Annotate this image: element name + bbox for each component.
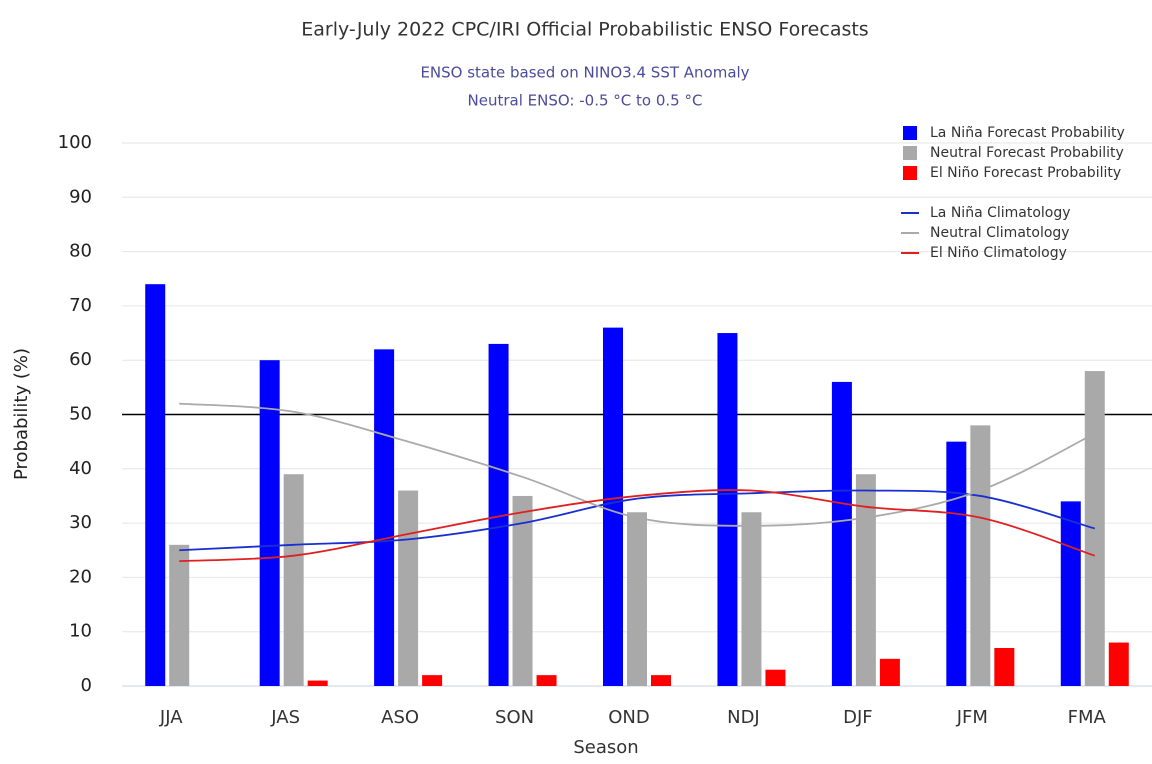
y-tick-label: 90 xyxy=(69,186,92,207)
x-tick-label: ASO xyxy=(381,707,419,728)
legend-swatch xyxy=(903,166,917,180)
bar xyxy=(398,490,419,686)
bar xyxy=(765,669,786,686)
bar xyxy=(741,512,762,686)
y-tick-label: 50 xyxy=(69,404,92,425)
legend-label: La Niña Forecast Probability xyxy=(930,125,1125,141)
chart-subtitle: ENSO state based on NINO3.4 SST Anomaly xyxy=(420,64,749,82)
bar xyxy=(259,360,280,686)
bar xyxy=(627,512,647,686)
climatology-line xyxy=(179,489,1096,552)
chart-title: Early-July 2022 CPC/IRI Official Probabi… xyxy=(301,19,868,41)
climatology-line xyxy=(179,489,1096,563)
y-tick-label: 30 xyxy=(69,512,92,533)
bar xyxy=(283,474,304,686)
x-tick-label: JAS xyxy=(270,707,300,728)
x-axis-label: Season xyxy=(573,737,638,758)
legend-label: La Niña Climatology xyxy=(930,205,1071,221)
bar xyxy=(970,425,991,686)
bar xyxy=(374,349,395,686)
bar xyxy=(422,675,443,686)
bar xyxy=(1060,501,1081,686)
y-tick-label: 20 xyxy=(69,566,92,587)
y-tick-label: 80 xyxy=(69,241,92,262)
x-tick-label: NDJ xyxy=(727,707,760,728)
bar xyxy=(651,675,671,686)
y-tick-label: 60 xyxy=(69,349,92,370)
y-tick-label: 40 xyxy=(69,458,92,479)
legend-swatch xyxy=(903,126,917,140)
bar xyxy=(831,381,852,686)
bar xyxy=(603,327,623,686)
bar xyxy=(717,333,738,686)
legend-label: Neutral Climatology xyxy=(930,225,1070,241)
x-tick-label: DJF xyxy=(843,707,873,728)
bar xyxy=(536,675,557,686)
y-tick-label: 0 xyxy=(81,675,92,696)
x-tick-label: SON xyxy=(495,707,534,728)
x-tick-label: OND xyxy=(608,707,650,728)
bar xyxy=(145,284,166,686)
y-tick-label: 100 xyxy=(58,132,92,153)
y-axis-label: Probability (%) xyxy=(11,348,32,480)
legend-label: El Niño Climatology xyxy=(930,245,1067,261)
bar xyxy=(169,544,190,686)
climatology-line xyxy=(179,402,1096,527)
bar xyxy=(488,343,509,686)
x-tick-label: FMA xyxy=(1068,707,1107,728)
legend-label: Neutral Forecast Probability xyxy=(930,145,1124,161)
bar xyxy=(307,680,328,686)
legend-swatch xyxy=(903,146,917,160)
bar xyxy=(879,658,900,686)
y-tick-label: 10 xyxy=(69,621,92,642)
chart-subtitle: Neutral ENSO: -0.5 °C to 0.5 °C xyxy=(468,92,703,110)
x-tick-label: JFM xyxy=(956,707,988,728)
y-tick-label: 70 xyxy=(69,295,92,316)
bar xyxy=(946,441,967,686)
bar xyxy=(855,474,876,686)
bar xyxy=(1108,642,1129,686)
bar xyxy=(994,647,1015,686)
x-tick-label: JJA xyxy=(159,707,183,728)
legend-label: El Niño Forecast Probability xyxy=(930,165,1121,181)
bar xyxy=(512,495,533,686)
